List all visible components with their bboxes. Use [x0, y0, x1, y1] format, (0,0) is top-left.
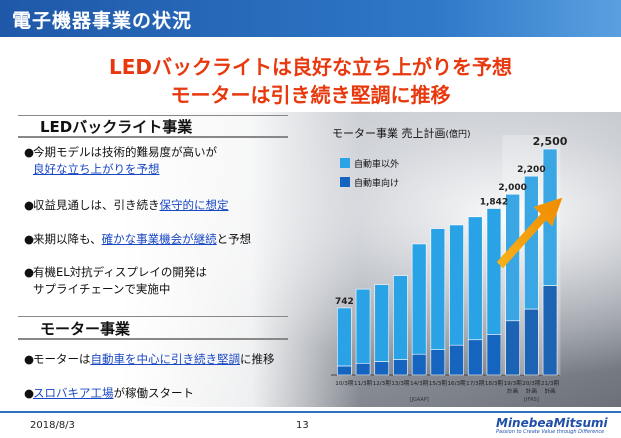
bar-non-auto-1 [355, 288, 371, 364]
headline-line-1: LEDバックライトは良好な立ち上がりを予想 [108, 55, 512, 79]
led-bullet-2: ●収益見通しは、引き続き保守的に想定 [24, 198, 229, 212]
headline-line-2: モーターは引き続き堅調に推移 [170, 83, 451, 107]
total-label-11: 2,500 [533, 135, 568, 148]
bar-auto-6 [449, 344, 464, 376]
page-number: 13 [296, 420, 309, 431]
footer-date: 2018/8/3 [30, 420, 75, 431]
legend-item-non-auto: 自動車以外 [340, 157, 399, 170]
bar-non-auto-2 [374, 284, 390, 362]
total-label-8: 1,842 [480, 198, 508, 208]
bar-non-auto-8 [486, 208, 502, 335]
axis-group-ifrs: [IFRS] [524, 397, 539, 403]
category-label-11-sub: 計画 [544, 387, 556, 395]
motor-section-title: モーター事業 [40, 320, 131, 338]
background-fade [120, 112, 360, 407]
motor-bullet-1: ●モーターは自動車を中心に引き続き堅調に推移 [24, 352, 275, 366]
led-section-title: LEDバックライト事業 [40, 118, 193, 136]
category-label-9: 19/3期 [504, 380, 523, 387]
legend-item-auto: 自動車向け [340, 176, 399, 189]
led-section-rule [18, 136, 288, 138]
total-label-0: 742 [335, 297, 354, 307]
bar-auto-1 [355, 362, 371, 376]
bar-non-auto-0 [337, 307, 352, 367]
category-label-6: 16/3期 [447, 380, 466, 387]
category-label-2: 12/3期 [373, 380, 392, 387]
motor-section-rule [18, 338, 288, 340]
category-label-5: 15/3期 [429, 380, 448, 387]
page-title: 電子機器事業の状況 [12, 10, 193, 32]
bar-auto-2 [374, 361, 390, 376]
category-label-10: 20/3期 [522, 380, 541, 387]
header-bar: 電子機器事業の状況 [0, 0, 621, 37]
bar-auto-9 [505, 320, 520, 376]
category-label-4: 14/3期 [410, 380, 429, 387]
led-bullet-4-cont: サプライチェーンで実施中 [33, 282, 171, 296]
company-logo: MinebeaMitsumi Passion to Create Value t… [496, 416, 608, 435]
led-bullet-1-cont: 良好な立ち上がりを予想 [33, 162, 160, 176]
bar-auto-11 [542, 285, 558, 376]
legend-swatch-non-auto [340, 158, 350, 168]
growth-arrow [496, 197, 563, 269]
chart-title: モーター事業 売上計画(億円) [332, 127, 471, 140]
motor-section-top-rule [18, 316, 288, 317]
bar-auto-8 [486, 334, 502, 376]
bar-auto-7 [467, 339, 483, 376]
led-section-top-rule [18, 115, 288, 116]
bar-non-auto-3 [393, 275, 408, 360]
bar-auto-5 [430, 349, 446, 376]
bar-non-auto-5 [430, 228, 446, 350]
category-label-1: 11/3期 [354, 380, 373, 387]
total-label-9: 2,000 [498, 183, 526, 193]
led-bullet-3: ●来期以降も、確かな事業機会が継続と予想 [24, 232, 252, 246]
category-label-10-sub: 計画 [526, 387, 538, 395]
bar-auto-3 [393, 359, 408, 376]
category-label-0: 10/3期 [335, 380, 354, 387]
category-label-7: 17/3期 [466, 380, 485, 387]
led-bullet-4: ●有機EL対抗ディスプレイの開発は [24, 265, 207, 279]
bar-auto-0 [337, 365, 352, 376]
motor-bullet-2: ●スロバキア工場が稼働スタート [24, 386, 194, 400]
category-label-8: 18/3期 [485, 380, 504, 387]
legend-swatch-auto [340, 177, 350, 187]
category-label-3: 13/3期 [391, 380, 410, 387]
bar-auto-10 [524, 308, 539, 376]
axis-group-jgaap: [JGAAP] [410, 397, 429, 403]
category-label-11: 21/3期 [541, 380, 560, 387]
bar-non-auto-6 [449, 224, 464, 346]
footer-rule [0, 411, 621, 413]
bar-non-auto-7 [467, 216, 483, 341]
led-bullet-1: ●今期モデルは技術的難易度が高いが [24, 145, 217, 159]
total-label-10: 2,200 [517, 165, 545, 175]
bar-non-auto-10 [524, 175, 539, 310]
bar-auto-4 [411, 353, 427, 376]
bar-non-auto-4 [411, 243, 427, 355]
category-label-9-sub: 計画 [507, 387, 519, 395]
